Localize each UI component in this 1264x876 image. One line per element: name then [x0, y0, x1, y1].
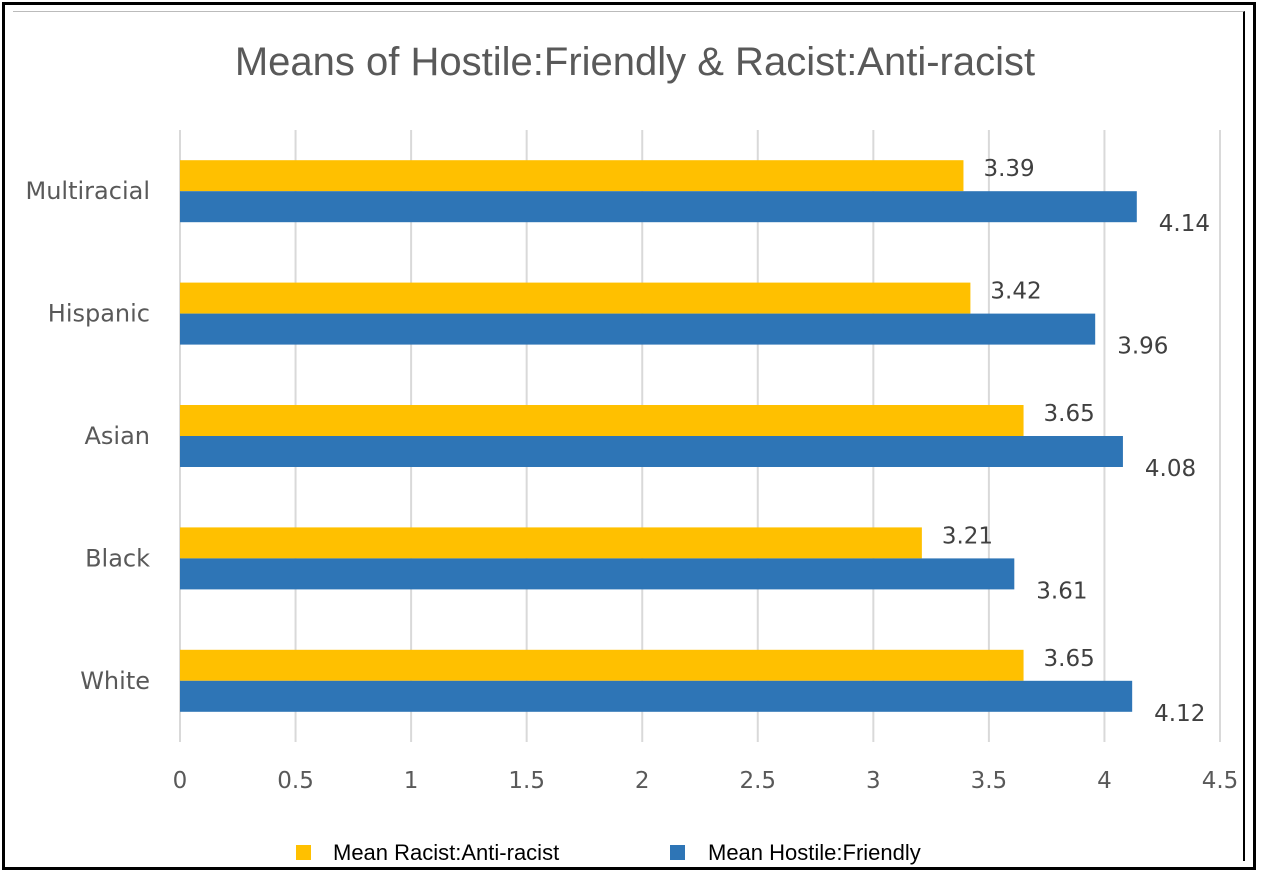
bar-racist-anti-racist	[180, 160, 964, 192]
data-label: 3.65	[1044, 401, 1095, 427]
category-label: Hispanic	[48, 300, 150, 328]
bar-hostile-friendly	[180, 680, 1133, 712]
bar-hostile-friendly	[180, 436, 1123, 467]
bars	[180, 160, 1137, 712]
legend-label: Mean Hostile:Friendly	[708, 840, 921, 865]
x-axis-ticks: 0 0.5 1 1.5 2 2.5 3 3.5 4 4.5	[173, 768, 1239, 794]
data-label: 3.39	[983, 156, 1034, 182]
bar-racist-anti-racist	[180, 649, 1024, 681]
x-tick-label: 0	[173, 768, 188, 794]
bar-hostile-friendly	[180, 191, 1137, 223]
chart-inner-border	[13, 11, 1245, 861]
legend: Mean Racist:Anti-racist Mean Hostile:Frie…	[296, 840, 921, 865]
data-label: 4.08	[1145, 456, 1196, 482]
x-tick-label: 2.5	[739, 768, 776, 794]
x-tick-label: 1	[404, 768, 419, 794]
data-label: 4.12	[1154, 701, 1205, 727]
chart-title: Means of Hostile:Friendly & Racist:Anti-…	[235, 40, 1035, 84]
x-tick-label: 4	[1097, 768, 1112, 794]
bar-hostile-friendly	[180, 313, 1096, 345]
data-label: 3.61	[1036, 578, 1087, 604]
category-label: Multiracial	[26, 177, 150, 205]
category-label: Black	[85, 544, 150, 572]
data-label: 3.42	[990, 279, 1041, 305]
bar-racist-anti-racist	[180, 282, 971, 314]
x-tick-label: 1.5	[508, 768, 545, 794]
bar-hostile-friendly	[180, 558, 1015, 590]
legend-swatch	[670, 845, 685, 860]
bar-racist-anti-racist	[180, 527, 922, 559]
x-tick-label: 2	[635, 768, 650, 794]
data-label: 4.14	[1159, 211, 1210, 237]
data-label: 3.65	[1044, 646, 1095, 672]
legend-swatch	[296, 845, 311, 860]
bar-racist-anti-racist	[180, 405, 1024, 436]
data-label: 3.96	[1117, 334, 1168, 360]
data-labels: 3.65 4.12 3.21 3.61 3.65 4.08 3.42 3.96 3.39 4.14	[942, 156, 1210, 727]
x-tick-label: 3	[866, 768, 881, 794]
x-tick-label: 4.5	[1202, 768, 1239, 794]
category-label: White	[80, 667, 150, 695]
data-label: 3.21	[942, 523, 993, 549]
x-tick-label: 0.5	[277, 768, 314, 794]
y-axis-categories: White Black Asian Hispanic Multiracial	[26, 177, 151, 695]
legend-label: Mean Racist:Anti-racist	[333, 840, 559, 865]
category-label: Asian	[84, 422, 150, 450]
x-tick-label: 3.5	[971, 768, 1008, 794]
